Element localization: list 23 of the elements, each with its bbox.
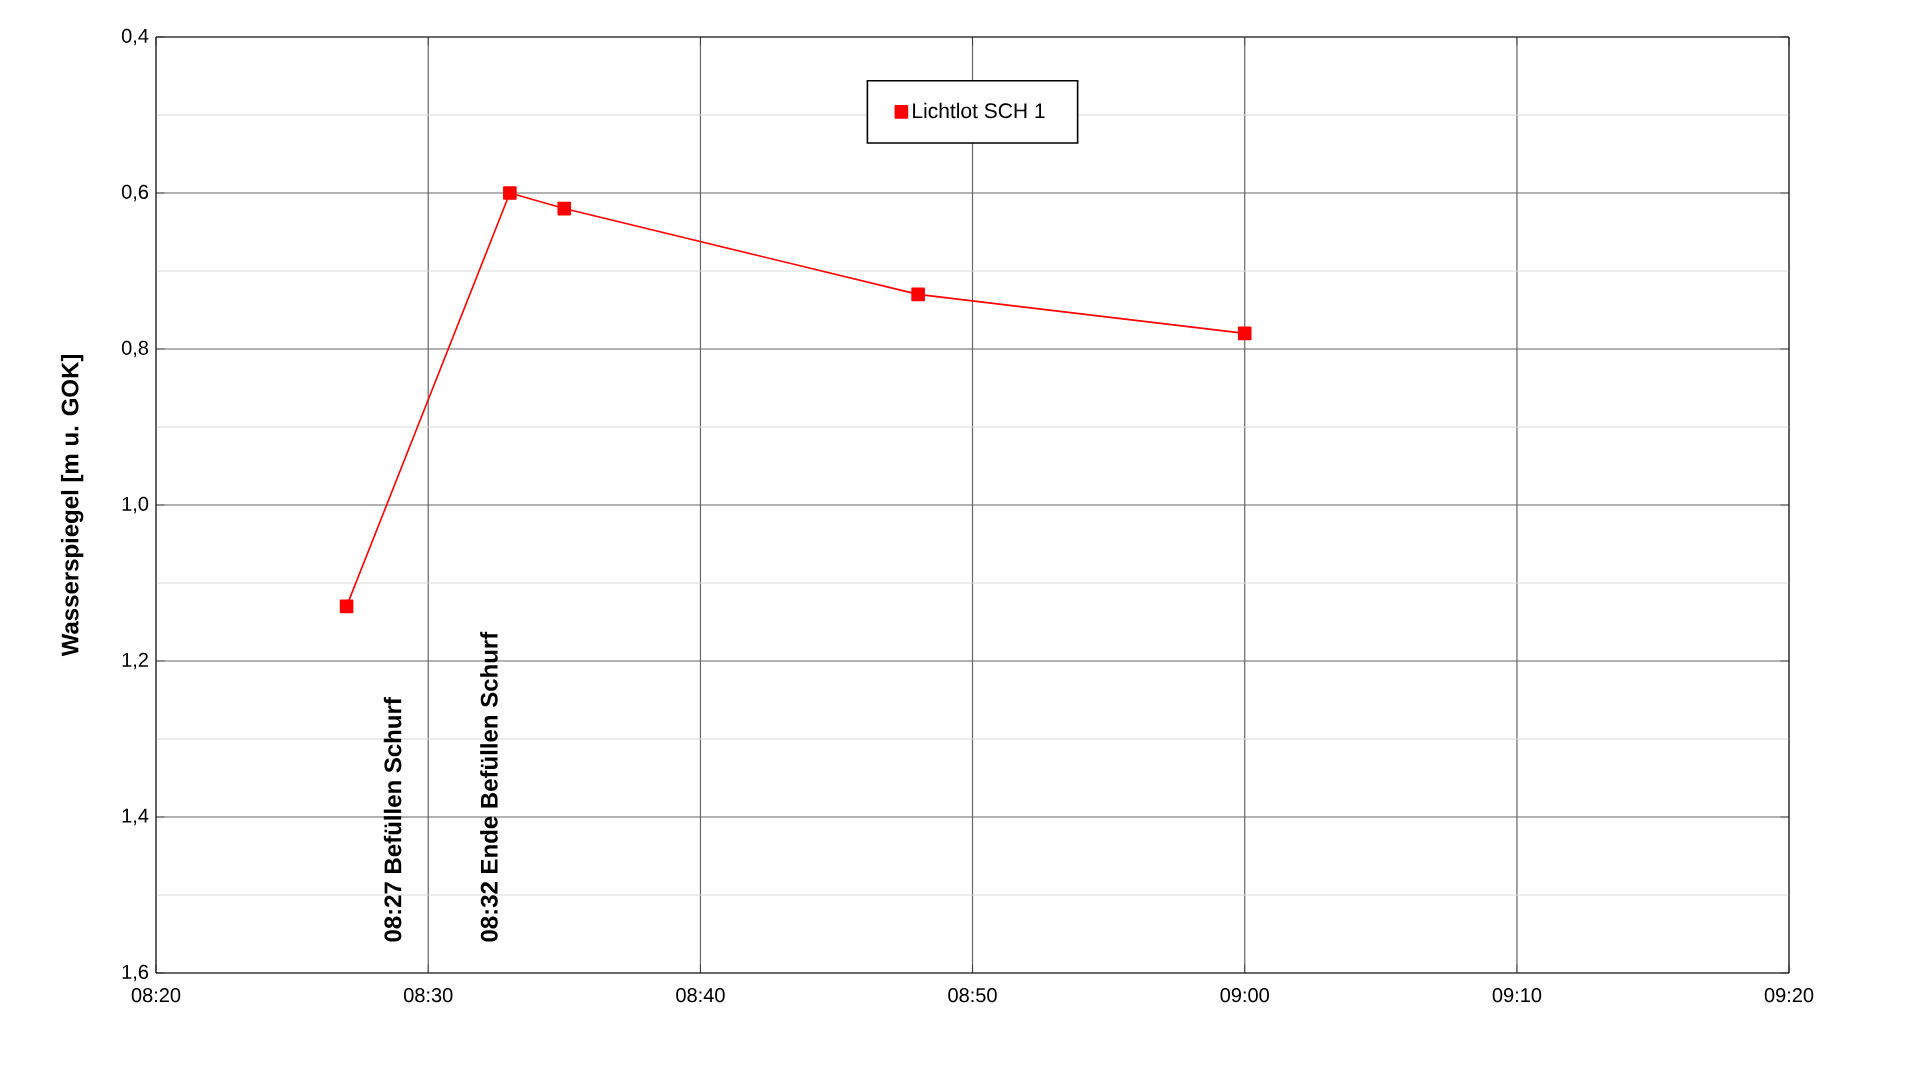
point [1237, 326, 1252, 341]
legend-label: Lichtlot SCH 1 [913, 102, 1045, 119]
annotation: 08:27 Befüllen Schurf [383, 697, 402, 942]
y-tick-label: 0,4 [121, 28, 149, 46]
x-tick-label: 09:00 [1220, 988, 1269, 1003]
point [339, 599, 354, 614]
x-tick-label: 08:50 [948, 988, 997, 1003]
x-tick-label: 09:10 [1492, 988, 1542, 1003]
y-axis-title: Wasserspiegel [m u. GOK] [60, 354, 84, 657]
y-tick-label: 0,8 [121, 340, 149, 358]
x-tick-label: 08:30 [403, 988, 453, 1003]
y-tick-label: 1,6 [122, 964, 149, 982]
y-tick-label: 1,2 [122, 652, 148, 670]
y-tick-label: 1,0 [122, 496, 149, 514]
x-tick-label: 08:20 [131, 988, 181, 1003]
point [911, 287, 925, 302]
point [557, 201, 572, 216]
y-tick-label: 0,6 [121, 184, 149, 202]
y-tick-label: 1,4 [122, 808, 149, 826]
x-tick-label: 08:40 [676, 988, 725, 1003]
annotation: 08:32 Ende Befüllen Schurf [480, 631, 498, 942]
x-tick-label: 09:20 [1764, 988, 1814, 1003]
point [503, 186, 517, 200]
